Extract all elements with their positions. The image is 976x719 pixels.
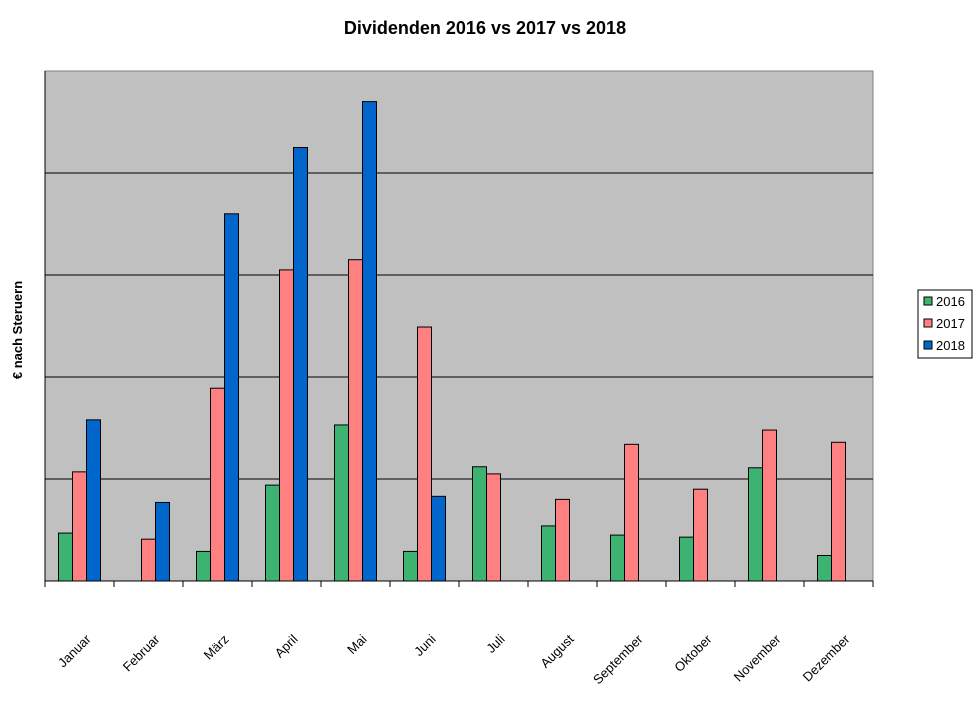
bar-2016-april <box>265 484 280 582</box>
bar-2017-september <box>624 443 639 582</box>
bar-2017-mai <box>348 259 363 582</box>
legend-swatch-2017 <box>923 318 933 328</box>
bar-2017-november <box>762 429 777 582</box>
x-tick-label-juli: Juli <box>483 631 507 655</box>
bar-2016-juni <box>403 550 418 582</box>
legend: 2016 2017 2018 <box>917 289 973 359</box>
bar-2018-mai <box>362 101 377 582</box>
bar-2016-märz <box>196 550 211 582</box>
bar-2017-dezember <box>831 441 846 582</box>
bars <box>58 101 846 582</box>
bar-2018-april <box>293 147 308 582</box>
legend-swatch-2016 <box>923 296 933 306</box>
x-tick-label-märz: März <box>201 632 232 663</box>
bar-2016-september <box>610 534 625 582</box>
bar-2016-august <box>541 525 556 582</box>
bar-2017-august <box>555 498 570 582</box>
y-axis-label: € nach Steruern <box>10 281 25 379</box>
bar-2018-märz <box>224 213 239 582</box>
x-tick-label-september: September <box>590 631 646 687</box>
legend-swatch-2018 <box>923 340 933 350</box>
chart-title: Dividenden 2016 vs 2017 vs 2018 <box>344 18 626 38</box>
x-tick-labels: Januar Februar März April Mai Juni Juli August S… <box>55 631 853 687</box>
bar-2018-januar <box>86 419 101 582</box>
x-tick-label-januar: Januar <box>55 631 94 670</box>
x-tick-label-mai: Mai <box>344 631 369 656</box>
axes <box>44 71 874 587</box>
bar-2017-juni <box>417 326 432 582</box>
bar-2017-oktober <box>693 488 708 582</box>
bar-2016-mai <box>334 424 349 582</box>
gridlines <box>45 172 873 480</box>
bar-2017-april <box>279 269 294 582</box>
legend-label-2017: 2017 <box>936 316 965 331</box>
bar-2016-november <box>748 467 763 582</box>
bar-2017-märz <box>210 387 225 582</box>
plot-area <box>44 70 874 582</box>
x-tick-label-oktober: Oktober <box>671 631 715 675</box>
bar-2018-februar <box>155 501 170 582</box>
x-tick-label-november: November <box>731 631 784 684</box>
bar-2017-februar <box>141 538 156 582</box>
x-tick-label-juni: Juni <box>411 631 439 659</box>
bar-2017-juli <box>486 473 501 582</box>
x-tick-label-februar: Februar <box>120 631 163 674</box>
x-tick-label-august: August <box>537 631 576 670</box>
x-tick-label-april: April <box>272 631 301 660</box>
x-tick-label-dezember: Dezember <box>800 631 853 684</box>
legend-label-2016: 2016 <box>936 294 965 309</box>
bar-2016-juli <box>472 466 487 582</box>
bar-2018-juni <box>431 495 446 582</box>
bar-2016-dezember <box>817 555 832 582</box>
bar-2017-januar <box>72 471 87 582</box>
bar-2016-oktober <box>679 536 694 582</box>
bar-2016-januar <box>58 532 73 582</box>
legend-label-2018: 2018 <box>936 338 965 353</box>
